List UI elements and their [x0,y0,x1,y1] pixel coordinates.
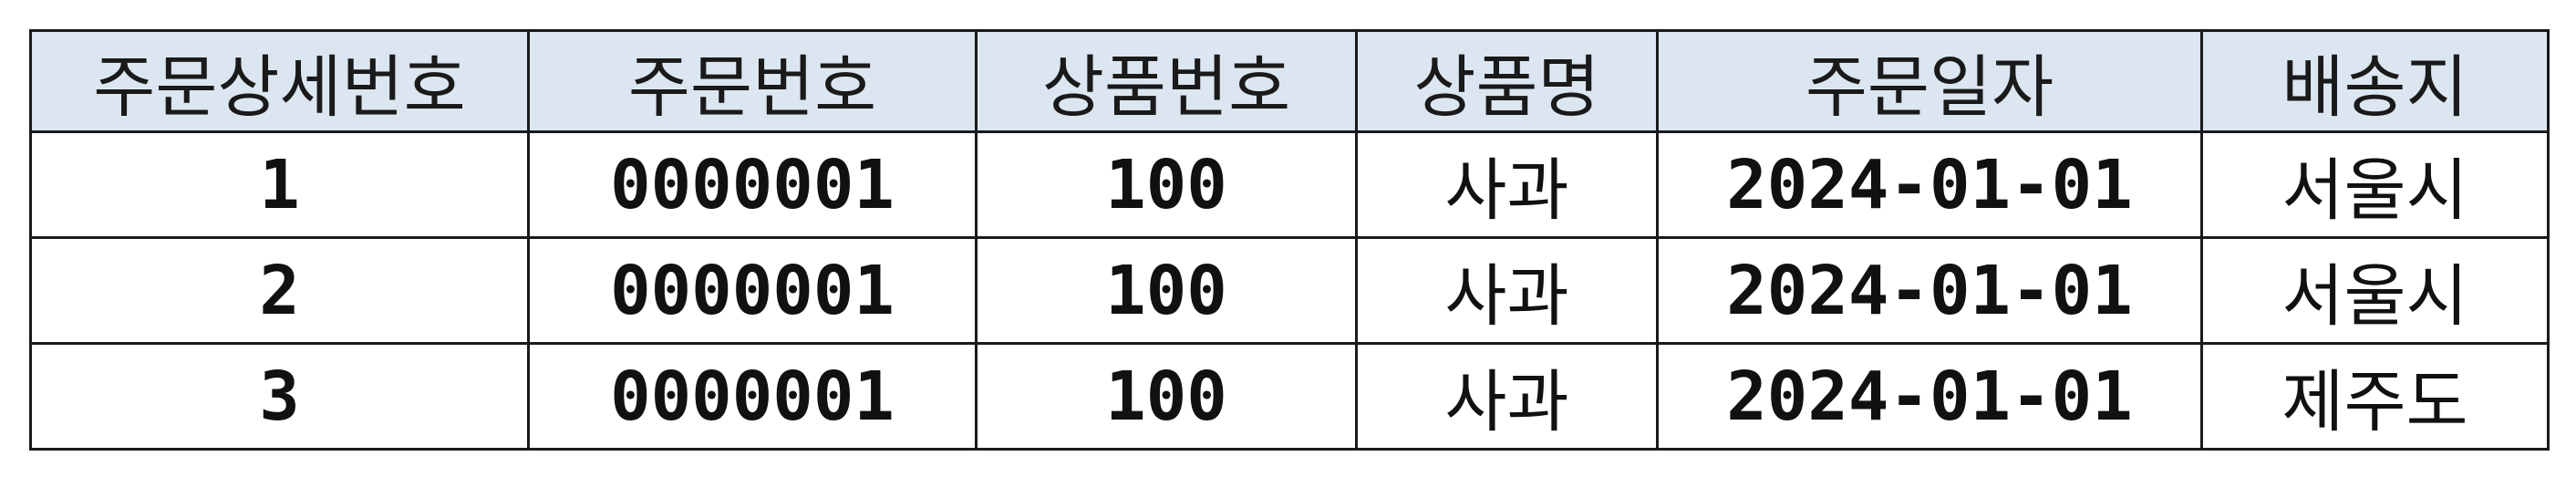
cell-order-date: 2024-01-01 [1656,342,2203,451]
header-product-number: 상품번호 [975,29,1358,133]
cell-order-detail-number: 2 [29,236,530,345]
table-row: 3 0000001 100 사과 2024-01-01 제주도 [29,342,2550,451]
cell-order-number: 0000001 [527,130,978,239]
order-details-table: 주문상세번호 주문번호 상품번호 상품명 주문일자 배송지 1 0000001 … [29,29,2550,451]
cell-product-name: 사과 [1355,130,1659,239]
header-shipping-address: 배송지 [2200,29,2550,133]
cell-shipping-address: 제주도 [2200,342,2550,451]
cell-order-number: 0000001 [527,342,978,451]
table-row: 1 0000001 100 사과 2024-01-01 서울시 [29,130,2550,239]
header-order-number: 주문번호 [527,29,978,133]
cell-product-number: 100 [975,342,1358,451]
cell-order-date: 2024-01-01 [1656,236,2203,345]
header-row: 주문상세번호 주문번호 상품번호 상품명 주문일자 배송지 [29,29,2550,133]
cell-order-detail-number: 1 [29,130,530,239]
cell-product-name: 사과 [1355,236,1659,345]
header-product-name: 상품명 [1355,29,1659,133]
cell-product-name: 사과 [1355,342,1659,451]
cell-order-date: 2024-01-01 [1656,130,2203,239]
table-row: 2 0000001 100 사과 2024-01-01 서울시 [29,236,2550,345]
cell-product-number: 100 [975,130,1358,239]
cell-product-number: 100 [975,236,1358,345]
header-order-date: 주문일자 [1656,29,2203,133]
cell-shipping-address: 서울시 [2200,236,2550,345]
cell-order-detail-number: 3 [29,342,530,451]
cell-shipping-address: 서울시 [2200,130,2550,239]
cell-order-number: 0000001 [527,236,978,345]
header-order-detail-number: 주문상세번호 [29,29,530,133]
